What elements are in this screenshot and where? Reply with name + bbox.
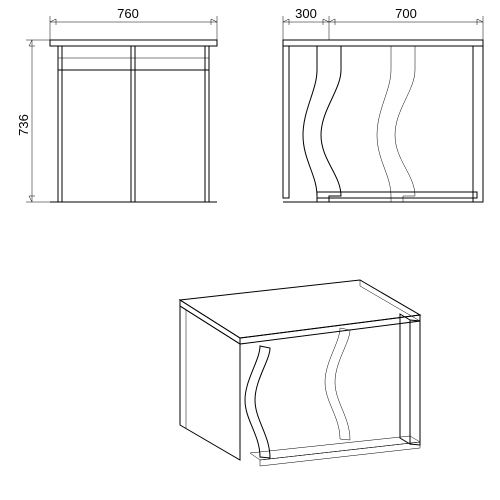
dim-width-700: 700: [329, 6, 483, 40]
iso-near-support: [245, 346, 270, 458]
iso-far-support: [325, 328, 350, 440]
side-elevation: [283, 40, 483, 202]
dim-label-height-front: 736: [16, 114, 31, 136]
side-view: 300 700: [283, 6, 483, 202]
dim-overhang-300: 300: [283, 6, 329, 40]
dim-label-width-front: 760: [117, 6, 139, 21]
technical-drawing: 760 736: [0, 0, 500, 500]
dim-width-760: 760: [50, 6, 217, 40]
iso-far-leg: [400, 314, 420, 445]
front-elevation: [50, 40, 217, 202]
dim-label-700: 700: [395, 6, 417, 21]
front-view: 760 736: [16, 6, 217, 202]
isometric-view: [180, 280, 420, 466]
iso-top: [180, 280, 420, 344]
dim-label-300: 300: [295, 6, 317, 21]
iso-shelf: [250, 436, 420, 466]
iso-leaf: [180, 306, 240, 460]
dim-height-736: 736: [16, 40, 50, 202]
